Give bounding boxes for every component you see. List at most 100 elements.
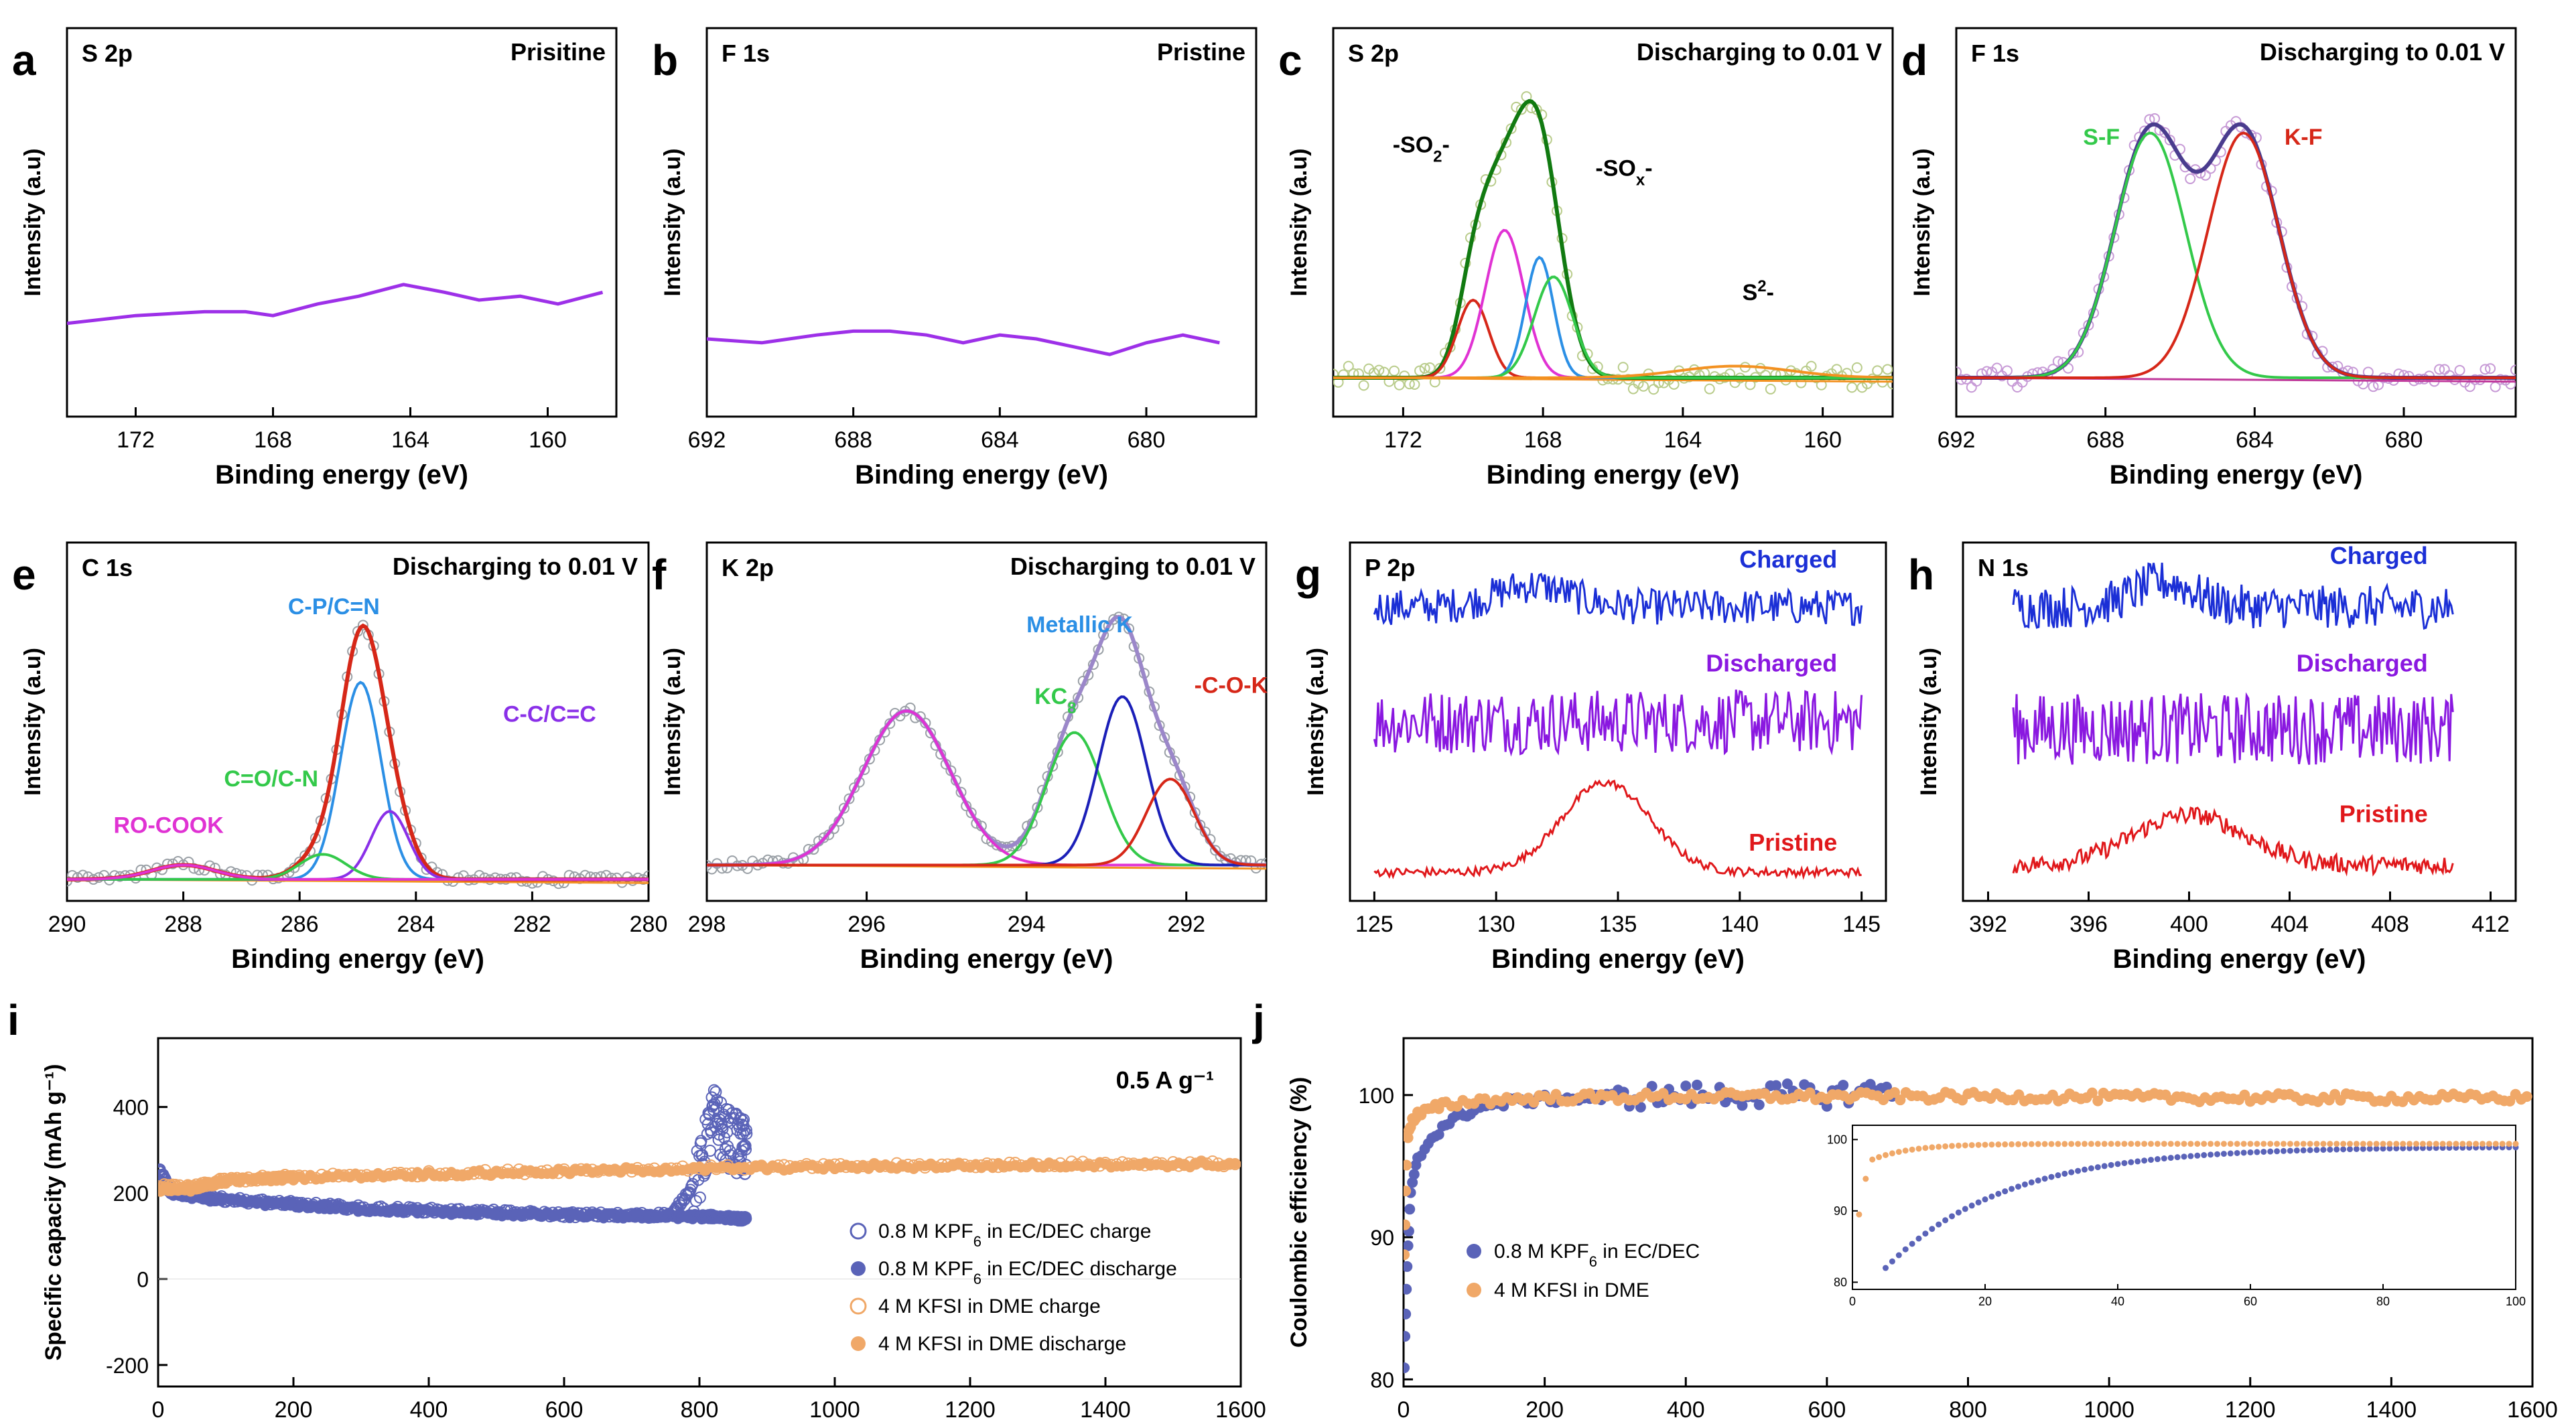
legend-main-i-1: 0.8 M KPF	[878, 1258, 973, 1280]
series-d-2	[1956, 131, 2516, 379]
legend-main-j-0: 0.8 M KPF	[1494, 1240, 1589, 1263]
series-h-0	[2012, 562, 2454, 630]
data-point-c-214	[1872, 365, 1883, 376]
plot-area-h	[2012, 562, 2454, 877]
y-axis-label-h: Intensity (a.u)	[1916, 648, 1942, 796]
data-point-c-218	[1882, 364, 1893, 375]
marker-j-0-1-3	[1404, 1204, 1416, 1215]
legend-j: 0.8 M KPF6 in EC/DEC 4 M KFSI in DME	[1467, 1240, 1700, 1301]
annotation-main-d-0: S-F	[2083, 125, 2120, 150]
data-point-d-98	[2199, 169, 2211, 181]
data-point-c-12	[1358, 380, 1369, 391]
inset-marker-b-32	[2061, 1170, 2068, 1177]
inset-marker-o-41	[2121, 1141, 2128, 1147]
inset-marker-b-55	[2214, 1151, 2220, 1157]
panel-letter-f: f	[652, 551, 667, 599]
plot-frame-h	[1962, 541, 2517, 902]
inset-marker-o-81	[2386, 1141, 2393, 1147]
x-tick-label-i-1: 200	[275, 1397, 313, 1423]
data-point-d-220	[2510, 364, 2516, 376]
inset-marker-o-26	[2021, 1141, 2028, 1147]
data-point-c-204	[1846, 382, 1858, 393]
data-points-d	[1956, 113, 2516, 393]
inset-marker-b-8	[1902, 1246, 1909, 1253]
y-tick-label-i-1: 0	[137, 1268, 149, 1292]
inset-x-tick-label-1: 20	[1978, 1295, 1992, 1308]
inset-marker-b-23	[2002, 1188, 2009, 1195]
plot-area-j	[1404, 1078, 2532, 1374]
x-axis-label-c: Binding energy (eV)	[1487, 460, 1740, 490]
x-axis-label-h: Binding energy (eV)	[2113, 944, 2366, 974]
annotation-sup-c-2: 2	[1757, 277, 1766, 295]
annotation-c-0: -SO2-	[1393, 133, 1450, 166]
inset-marker-o-63	[2267, 1141, 2274, 1147]
inset-marker-b-45	[2148, 1157, 2154, 1163]
x-tick-label-f-0: 298	[688, 912, 726, 937]
inset-marker-o-64	[2274, 1141, 2281, 1147]
inset-marker-o-43	[2134, 1141, 2141, 1147]
inset-marker-o-68	[2300, 1141, 2307, 1147]
legend-label-i-0: 0.8 M KPF6 in EC/DEC charge	[878, 1220, 1151, 1250]
condition-label-f: Discharging to 0.01 V	[1010, 553, 1256, 580]
element-label-h: N 1s	[1978, 554, 2029, 581]
plot-frame-a	[66, 27, 618, 418]
panel-h: h N 1s 392 396 400 404 408 412 Binding energy (e…	[1908, 541, 2517, 974]
inset-marker-o-8	[1902, 1147, 1909, 1154]
y-tick-label-j-0: 80	[1370, 1368, 1394, 1392]
x-tick-label-g-2: 135	[1599, 912, 1637, 937]
x-tick-label-g-0: 125	[1355, 912, 1394, 937]
inset-marker-o-65	[2281, 1141, 2287, 1147]
inset-marker-o-83	[2400, 1141, 2406, 1147]
data-points-e	[67, 620, 649, 889]
data-point-c-118	[1627, 383, 1639, 395]
inset-marker-o-54	[2208, 1141, 2214, 1147]
inset-marker-b-11	[1922, 1230, 1929, 1237]
inset-j: 0 20 40 60 80 100 80 90 100	[1827, 1125, 2526, 1308]
x-tick-label-a-3: 160	[529, 427, 567, 453]
legend-marker-j-0	[1467, 1244, 1481, 1259]
inset-marker-b-70	[2313, 1147, 2320, 1153]
marker-j-0-0-2	[1404, 1308, 1412, 1320]
series-c-3	[1333, 255, 1893, 379]
inset-marker-b-47	[2161, 1155, 2167, 1162]
inset-marker-o-82	[2393, 1141, 2400, 1147]
data-point-c-24	[1389, 365, 1400, 376]
inset-marker-b-68	[2300, 1147, 2307, 1153]
x-tick-label-h-1: 396	[2070, 912, 2108, 937]
y-axis-label-i: Specific capacity (mAh g⁻¹)	[41, 1064, 66, 1360]
trace-label-g-1: Discharged	[1706, 650, 1837, 677]
trace-label-h-2: Pristine	[2340, 800, 2428, 827]
element-label-d: F 1s	[1971, 40, 2019, 67]
inset-y-tick-label-0: 80	[1834, 1275, 1847, 1289]
x-tick-label-h-3: 404	[2270, 912, 2309, 937]
marker-j-0-1-1	[1404, 1240, 1414, 1251]
inset-marker-o-4	[1876, 1154, 1883, 1161]
y-tick-label-i-0: -200	[106, 1354, 149, 1378]
inset-marker-o-7	[1895, 1149, 1902, 1155]
series-h-2	[2012, 806, 2454, 877]
data-point-d-40	[2052, 356, 2063, 367]
inset-marker-b-43	[2134, 1158, 2141, 1165]
inset-marker-o-42	[2128, 1141, 2134, 1147]
x-tick-label-b-3: 680	[1128, 427, 1166, 453]
series-d-0	[1956, 122, 2516, 380]
inset-marker-o-58	[2234, 1141, 2240, 1147]
x-tick-label-j-6: 1200	[2225, 1397, 2276, 1423]
marker-i-0-11-3	[695, 1135, 707, 1147]
inset-y-tick-label-1: 90	[1834, 1204, 1847, 1218]
series-g-1	[1373, 689, 1863, 757]
inset-marker-o-61	[2254, 1141, 2260, 1147]
x-tick-label-j-1: 200	[1526, 1397, 1564, 1423]
legend-marker-j-1	[1467, 1283, 1481, 1297]
annotation-e-3: RO-COOK	[113, 812, 224, 838]
data-point-d-82	[2159, 127, 2171, 138]
marker-j-1-0-2	[1404, 1186, 1412, 1197]
inset-marker-b-52	[2194, 1152, 2201, 1159]
panel-letter-i: i	[7, 996, 19, 1044]
inset-marker-b-79	[2373, 1145, 2380, 1152]
legend-main-i-0: 0.8 M KPF	[878, 1220, 973, 1242]
legend-marker-i-0	[850, 1222, 867, 1240]
data-point-c-126	[1648, 384, 1659, 395]
x-tick-label-j-2: 400	[1667, 1397, 1705, 1423]
annotation-main-e-1: C-C/C=C	[503, 702, 596, 727]
